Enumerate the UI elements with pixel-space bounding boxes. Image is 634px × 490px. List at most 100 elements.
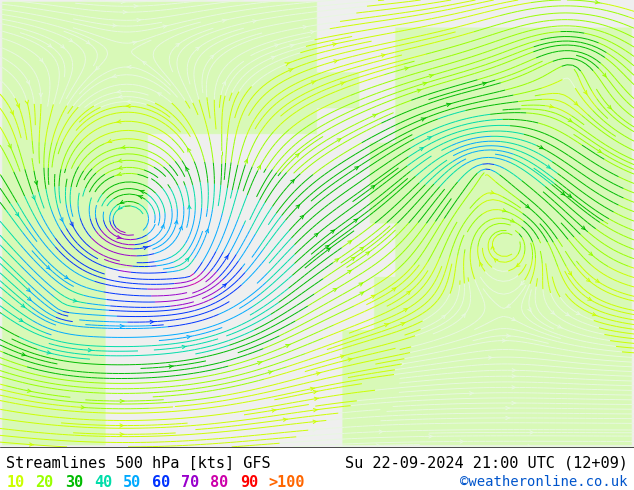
FancyArrowPatch shape (598, 149, 602, 152)
FancyArrowPatch shape (245, 159, 248, 163)
FancyArrowPatch shape (161, 225, 164, 228)
FancyArrowPatch shape (340, 355, 345, 358)
FancyArrowPatch shape (29, 443, 34, 446)
FancyArrowPatch shape (252, 20, 257, 23)
FancyArrowPatch shape (566, 313, 569, 316)
FancyArrowPatch shape (510, 219, 514, 222)
FancyArrowPatch shape (373, 114, 377, 117)
FancyArrowPatch shape (530, 431, 534, 434)
FancyArrowPatch shape (589, 252, 593, 255)
FancyArrowPatch shape (143, 246, 148, 249)
FancyArrowPatch shape (446, 103, 451, 106)
FancyArrowPatch shape (325, 245, 329, 249)
FancyArrowPatch shape (27, 288, 30, 292)
FancyArrowPatch shape (120, 399, 124, 403)
FancyArrowPatch shape (507, 304, 510, 307)
FancyArrowPatch shape (120, 424, 124, 427)
FancyArrowPatch shape (512, 374, 516, 378)
FancyArrowPatch shape (490, 191, 495, 194)
FancyArrowPatch shape (359, 283, 363, 286)
FancyArrowPatch shape (460, 440, 464, 443)
FancyArrowPatch shape (528, 445, 532, 448)
FancyArrowPatch shape (138, 196, 143, 199)
FancyArrowPatch shape (127, 65, 131, 69)
FancyArrowPatch shape (113, 24, 117, 27)
FancyArrowPatch shape (316, 372, 321, 375)
FancyArrowPatch shape (61, 45, 64, 48)
FancyArrowPatch shape (421, 118, 426, 121)
FancyArrowPatch shape (188, 205, 191, 209)
FancyArrowPatch shape (295, 154, 299, 157)
FancyArrowPatch shape (32, 196, 35, 199)
FancyArrowPatch shape (608, 105, 611, 109)
FancyArrowPatch shape (603, 73, 606, 77)
FancyArrowPatch shape (495, 259, 498, 262)
Text: 90: 90 (240, 475, 258, 490)
FancyArrowPatch shape (354, 167, 358, 170)
FancyArrowPatch shape (366, 252, 370, 255)
Text: 20: 20 (36, 475, 54, 490)
FancyArrowPatch shape (150, 320, 154, 323)
FancyArrowPatch shape (521, 281, 524, 285)
FancyArrowPatch shape (134, 4, 138, 8)
FancyArrowPatch shape (551, 311, 555, 314)
FancyArrowPatch shape (126, 100, 131, 103)
FancyArrowPatch shape (117, 172, 122, 175)
FancyArrowPatch shape (506, 416, 510, 419)
FancyArrowPatch shape (420, 147, 424, 151)
FancyArrowPatch shape (120, 433, 124, 436)
FancyArrowPatch shape (392, 288, 396, 291)
Text: 60: 60 (152, 475, 171, 490)
FancyArrowPatch shape (10, 111, 13, 114)
FancyArrowPatch shape (47, 351, 51, 354)
Text: ©weatheronline.co.uk: ©weatheronline.co.uk (460, 475, 628, 489)
FancyArrowPatch shape (186, 168, 189, 171)
FancyArrowPatch shape (65, 275, 68, 279)
FancyArrowPatch shape (179, 226, 183, 230)
FancyArrowPatch shape (8, 144, 11, 148)
FancyArrowPatch shape (303, 25, 307, 29)
FancyArrowPatch shape (210, 55, 214, 59)
FancyArrowPatch shape (310, 387, 314, 391)
FancyArrowPatch shape (442, 315, 445, 318)
FancyArrowPatch shape (351, 257, 355, 261)
FancyArrowPatch shape (257, 166, 261, 169)
FancyArrowPatch shape (417, 89, 422, 93)
FancyArrowPatch shape (119, 206, 122, 209)
FancyArrowPatch shape (296, 205, 299, 208)
FancyArrowPatch shape (401, 322, 405, 326)
FancyArrowPatch shape (429, 74, 434, 77)
FancyArrowPatch shape (86, 41, 90, 44)
FancyArrowPatch shape (429, 435, 433, 438)
FancyArrowPatch shape (48, 44, 51, 47)
FancyArrowPatch shape (112, 74, 117, 77)
FancyArrowPatch shape (381, 54, 386, 57)
FancyArrowPatch shape (313, 420, 318, 423)
FancyArrowPatch shape (576, 312, 580, 315)
FancyArrowPatch shape (507, 334, 511, 337)
FancyArrowPatch shape (384, 323, 389, 327)
FancyArrowPatch shape (348, 358, 353, 361)
FancyArrowPatch shape (313, 391, 318, 393)
FancyArrowPatch shape (223, 81, 226, 85)
FancyArrowPatch shape (288, 69, 294, 72)
FancyArrowPatch shape (118, 95, 122, 98)
FancyArrowPatch shape (176, 44, 179, 47)
FancyArrowPatch shape (512, 386, 516, 389)
FancyArrowPatch shape (588, 297, 592, 300)
FancyArrowPatch shape (547, 165, 550, 168)
FancyArrowPatch shape (182, 345, 186, 348)
FancyArrowPatch shape (121, 146, 126, 149)
FancyArrowPatch shape (404, 67, 409, 70)
FancyArrowPatch shape (60, 218, 63, 221)
FancyArrowPatch shape (96, 66, 100, 70)
FancyArrowPatch shape (488, 356, 493, 359)
FancyArrowPatch shape (126, 104, 130, 108)
FancyArrowPatch shape (275, 44, 279, 47)
FancyArrowPatch shape (311, 30, 315, 34)
FancyArrowPatch shape (581, 226, 585, 229)
FancyArrowPatch shape (327, 248, 330, 251)
FancyArrowPatch shape (427, 137, 431, 140)
FancyArrowPatch shape (25, 100, 29, 104)
FancyArrowPatch shape (371, 295, 375, 298)
